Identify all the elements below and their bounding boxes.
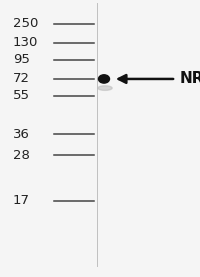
Ellipse shape [98,75,110,83]
Text: 130: 130 [13,37,38,49]
Text: 95: 95 [13,53,30,66]
Text: 36: 36 [13,128,30,141]
Text: 55: 55 [13,89,30,102]
Text: 17: 17 [13,194,30,207]
Text: 72: 72 [13,73,30,85]
Text: NRF1: NRF1 [180,71,200,86]
Text: 250: 250 [13,17,38,30]
Text: 28: 28 [13,149,30,161]
Ellipse shape [98,86,112,90]
